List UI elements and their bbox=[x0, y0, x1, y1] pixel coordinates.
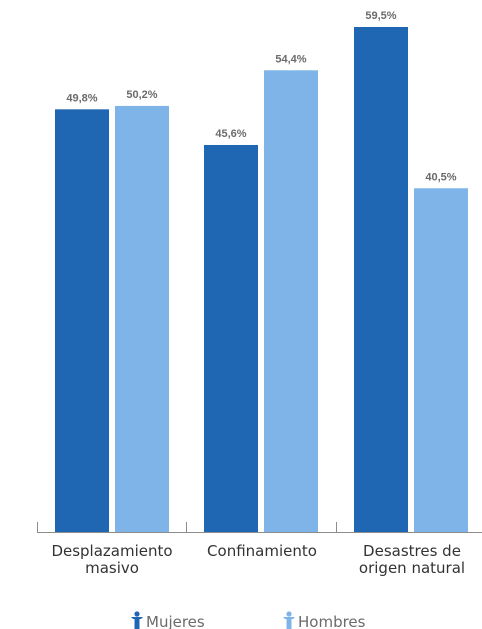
value-label-mujeres-0: 49,8% bbox=[66, 92, 97, 104]
category-labels-group: Desplazamiento masivo Confinamiento Desastr… bbox=[51, 542, 465, 577]
bar-mujeres-2 bbox=[354, 27, 408, 532]
value-labels-group: 49,8% 50,2% 45,6% 54,4% 59,5% 40,5% bbox=[66, 10, 456, 183]
legend-item-hombres: Hombres bbox=[283, 611, 366, 629]
value-label-mujeres-1: 45,6% bbox=[215, 128, 246, 140]
value-label-hombres-1: 54,4% bbox=[275, 53, 306, 65]
value-label-mujeres-2: 59,5% bbox=[365, 10, 396, 22]
category-label-0: Desplazamiento masivo bbox=[51, 542, 172, 577]
value-label-hombres-2: 40,5% bbox=[425, 171, 456, 183]
x-axis bbox=[37, 522, 482, 533]
legend-item-mujeres: Mujeres bbox=[131, 611, 205, 629]
person-icon bbox=[131, 611, 143, 629]
value-label-hombres-0: 50,2% bbox=[126, 89, 157, 101]
person-icon bbox=[283, 611, 295, 629]
bar-mujeres-1 bbox=[204, 144, 258, 532]
category-label-2: Desastres de origen natural bbox=[359, 542, 465, 577]
bar-hombres-2 bbox=[414, 188, 468, 532]
category-label-1: Confinamiento bbox=[207, 542, 317, 560]
legend: Mujeres Hombres bbox=[131, 611, 366, 629]
bar-hombres-1 bbox=[264, 70, 318, 533]
bars-group bbox=[55, 27, 468, 533]
bar-hombres-0 bbox=[115, 105, 169, 532]
legend-label-mujeres: Mujeres bbox=[146, 613, 205, 629]
bar-mujeres-0 bbox=[55, 109, 109, 532]
legend-label-hombres: Hombres bbox=[298, 613, 366, 629]
